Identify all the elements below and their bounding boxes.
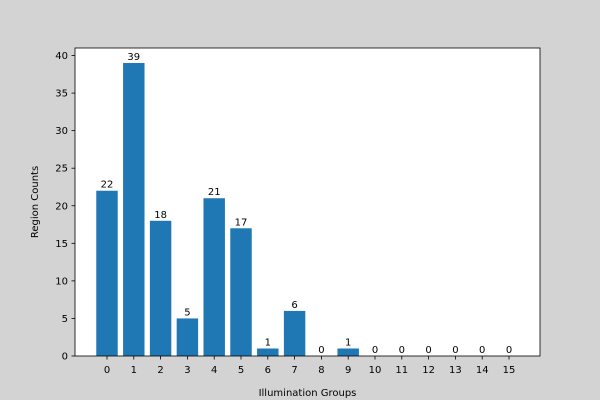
- y-tick-label-5: 5: [62, 314, 68, 325]
- y-tick-label-0: 0: [62, 352, 68, 363]
- data-label-9: 1: [345, 337, 351, 348]
- x-tick-label-15: 15: [503, 365, 516, 376]
- x-tick-label-4: 4: [211, 365, 217, 376]
- data-label-14: 0: [479, 345, 485, 356]
- bar-9: [337, 348, 359, 356]
- bar-4: [203, 198, 225, 356]
- bar-2: [149, 220, 172, 356]
- bar-1: [123, 63, 145, 357]
- x-tick-label-13: 13: [449, 365, 462, 376]
- x-tick-label-0: 0: [104, 365, 110, 376]
- x-tick-label-6: 6: [265, 365, 271, 376]
- y-tick-label-35: 35: [55, 89, 68, 100]
- x-tick-label-8: 8: [318, 365, 324, 376]
- bar-6: [257, 348, 279, 356]
- axes-frame: [74, 47, 541, 357]
- bar-7: [283, 310, 306, 356]
- data-label-7: 6: [291, 300, 297, 311]
- x-tick-label-11: 11: [395, 365, 408, 376]
- data-label-6: 1: [265, 337, 271, 348]
- x-axis-label: Illumination Groups: [259, 388, 357, 399]
- y-tick-label-10: 10: [55, 276, 68, 287]
- x-axis-ticks: 0 1 2 3 4 5 6 7 8 9 10 11 12 13 14 15: [104, 356, 516, 376]
- y-axis-ticks: 0 5 10 15 20 25 30 35 40: [55, 51, 75, 363]
- x-tick-label-1: 1: [131, 365, 137, 376]
- x-tick-label-5: 5: [238, 365, 244, 376]
- y-tick-label-40: 40: [55, 51, 68, 62]
- x-tick-label-2: 2: [157, 365, 163, 376]
- data-label-8: 0: [318, 345, 324, 356]
- data-label-5: 17: [235, 217, 248, 228]
- data-label-0: 22: [101, 180, 114, 191]
- bar-0: [96, 190, 118, 356]
- x-tick-label-12: 12: [422, 365, 435, 376]
- x-tick-label-3: 3: [184, 365, 190, 376]
- data-label-1: 39: [127, 52, 140, 63]
- x-tick-label-9: 9: [345, 365, 351, 376]
- data-labels-group: 22 39 18 5 21 17 1 6 0 1 0 0 0 0 0 0: [101, 52, 513, 356]
- y-tick-label-25: 25: [55, 164, 68, 175]
- y-tick-label-15: 15: [55, 239, 68, 250]
- x-tick-label-10: 10: [369, 365, 382, 376]
- data-label-2: 18: [154, 210, 167, 221]
- y-tick-label-30: 30: [55, 126, 68, 137]
- x-tick-label-14: 14: [476, 365, 489, 376]
- bar-5: [230, 228, 252, 356]
- x-tick-label-7: 7: [291, 365, 297, 376]
- bar-3: [176, 318, 199, 356]
- data-label-4: 21: [208, 187, 221, 198]
- data-label-3: 5: [184, 307, 190, 318]
- y-tick-label-20: 20: [55, 201, 68, 212]
- data-label-15: 0: [506, 345, 512, 356]
- y-axis-label: Region Counts: [30, 166, 41, 238]
- data-label-11: 0: [399, 345, 405, 356]
- data-label-10: 0: [372, 345, 378, 356]
- data-label-13: 0: [452, 345, 458, 356]
- plot-area: [75, 48, 540, 356]
- data-label-12: 0: [425, 345, 431, 356]
- bars-group: [96, 63, 359, 357]
